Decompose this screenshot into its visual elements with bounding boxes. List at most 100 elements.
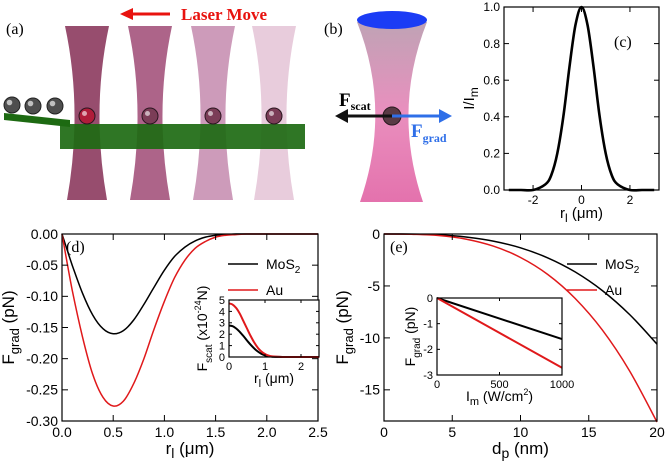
x-tick-label: 0.5 (103, 424, 123, 440)
x-axis-label-unit: (μm) (572, 205, 603, 222)
y-tick-label: 3 (219, 318, 225, 330)
x-axis-label-unit: (μm) (265, 370, 294, 386)
panel-a-label: (a) (6, 21, 24, 38)
y-axis-label-unit: (x10 (194, 313, 210, 340)
x-tick-label: 1.0 (155, 424, 175, 440)
x-tick-label: 20 (649, 424, 665, 440)
legend-label-d: Au (266, 282, 283, 298)
y-tick-label: -2 (423, 344, 433, 356)
legend-label-sub: 2 (634, 265, 640, 276)
y-axis-label-main: F (402, 358, 418, 367)
plot-area-d_inset (229, 300, 319, 357)
y-axis-label-main: I/I (461, 97, 478, 110)
panel-label-e: (e) (390, 239, 408, 256)
x-axis-label-d: rl (μm) (166, 439, 215, 461)
panel-a: (a) Laser Move (3, 5, 305, 200)
y-tick-label: 2 (219, 329, 225, 341)
x-tick-label: 2 (627, 193, 634, 207)
x-axis-label-d_inset: rl (μm) (254, 370, 294, 390)
plot-area-c (504, 7, 659, 190)
x-axis-label-unit: (W/cm (483, 388, 523, 404)
x-tick-label: 10 (513, 424, 529, 440)
waiting-particle-highlight-2 (27, 100, 34, 107)
y-axis-label-main: F (0, 354, 18, 364)
y-axis-label-sub: m (467, 87, 481, 97)
y-tick-label: -0.25 (26, 382, 58, 398)
series-line-d-au (61, 233, 318, 407)
trapped-particles (78, 107, 283, 125)
x-axis-label-sub: l (259, 378, 261, 390)
y-axis-label-e_inset: Fgrad (pN) (402, 307, 423, 367)
y-tick-label: -15 (360, 382, 380, 398)
x-tick-label: 2.0 (257, 424, 277, 440)
y-tick-label: 0 (427, 293, 433, 305)
y-tick-label: -5 (368, 278, 381, 294)
y-tick-label: -3 (423, 370, 433, 382)
laser-move-arrow-head-icon (120, 8, 133, 20)
x-axis-label-unit: (μm) (179, 439, 214, 458)
x-tick-label: 1 (262, 361, 268, 373)
y-axis-label-exp: -24 (193, 300, 203, 313)
x-axis-label-c: rl (μm) (560, 205, 603, 225)
x-tick-label: 0 (578, 193, 585, 207)
x-tick-label: 500 (490, 379, 508, 391)
series-line-e_inset-mos2 (436, 297, 563, 341)
loading-plate (4, 113, 70, 127)
f-grad-arrow-head-icon (439, 109, 452, 123)
x-tick-label: 2 (298, 361, 304, 373)
waiting-particle-highlight-1 (6, 99, 13, 106)
y-tick-label: -0.20 (26, 351, 58, 367)
x-tick-label: 5 (448, 424, 456, 440)
x-axis-label-unit2: ) (528, 388, 533, 404)
x-tick-label: 2.5 (308, 424, 328, 440)
y-axis-label-sub: grad (341, 328, 356, 354)
trapped-particle-2 (141, 107, 159, 125)
legend-label-e: Au (605, 282, 622, 298)
legend-label-main: Au (266, 282, 283, 298)
legend-label-main: MoS (266, 256, 295, 272)
series-line-e_inset-au (436, 297, 563, 369)
panel-label-d: (d) (66, 239, 85, 256)
x-axis-label-main: I (466, 388, 470, 404)
x-axis-label-main: r (166, 439, 172, 458)
waiting-particles (3, 96, 64, 115)
y-axis-label-sub: scat (204, 344, 215, 363)
y-axis-label-main: F (194, 363, 210, 372)
y-axis-label-e: Fgrad (pN) (333, 290, 356, 364)
y-axis-label-sub: grad (412, 338, 423, 358)
trapped-particle-4 (265, 107, 283, 125)
x-axis-label-sub: m (470, 396, 479, 408)
x-tick-label: 1.5 (206, 424, 226, 440)
y-tick-label: -10 (360, 330, 380, 346)
x-axis-label-main: r (560, 205, 565, 222)
x-axis-label-unit: (nm) (514, 439, 549, 458)
series-line-e-au (383, 233, 658, 423)
laser-move-text: Laser Move (181, 5, 268, 24)
y-tick-label: 0 (372, 226, 380, 242)
y-tick-label: -0.30 (26, 413, 58, 429)
x-axis-label-sub: l (171, 445, 174, 461)
x-tick-label: 0 (434, 379, 440, 391)
y-tick-label: 0.6 (483, 73, 500, 87)
laser-beams (65, 26, 296, 200)
x-tick-label: 1000 (550, 379, 574, 391)
y-tick-label: 0.2 (483, 147, 500, 161)
y-tick-label: 1.0 (483, 0, 500, 14)
y-tick-label: -0.15 (26, 319, 58, 335)
f-scat-arrow-head-icon (335, 109, 348, 123)
chart-e-inset-gradient-force-vs-intensity: 0 500 1000 0 -1 -2 -3 Im (W/cm2) Fgrad (pN) (402, 293, 574, 408)
y-tick-label: 0.00 (31, 226, 58, 242)
y-axis-label-c: I/Im (461, 87, 481, 110)
y-tick-label: 0.8 (483, 37, 500, 51)
waiting-particle-2 (24, 97, 42, 115)
x-axis-label-exp: 2 (523, 387, 528, 397)
axes-frame-d_inset (228, 299, 320, 358)
x-tick-label: 0 (226, 361, 232, 373)
legend-label-d: MoS2 (266, 256, 301, 276)
particle-highlight-2 (145, 111, 150, 116)
x-tick-label: 0.0 (52, 424, 72, 440)
panel-b-label: (b) (324, 21, 343, 38)
legend-label-sub: 2 (295, 265, 301, 276)
y-tick-label: -0.10 (26, 288, 58, 304)
